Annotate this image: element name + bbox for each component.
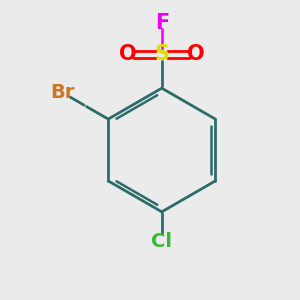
Text: F: F: [155, 14, 169, 33]
Text: Br: Br: [50, 83, 74, 102]
Text: Cl: Cl: [151, 232, 172, 251]
Text: O: O: [187, 44, 205, 64]
Text: O: O: [119, 44, 137, 64]
Text: S: S: [154, 44, 169, 64]
